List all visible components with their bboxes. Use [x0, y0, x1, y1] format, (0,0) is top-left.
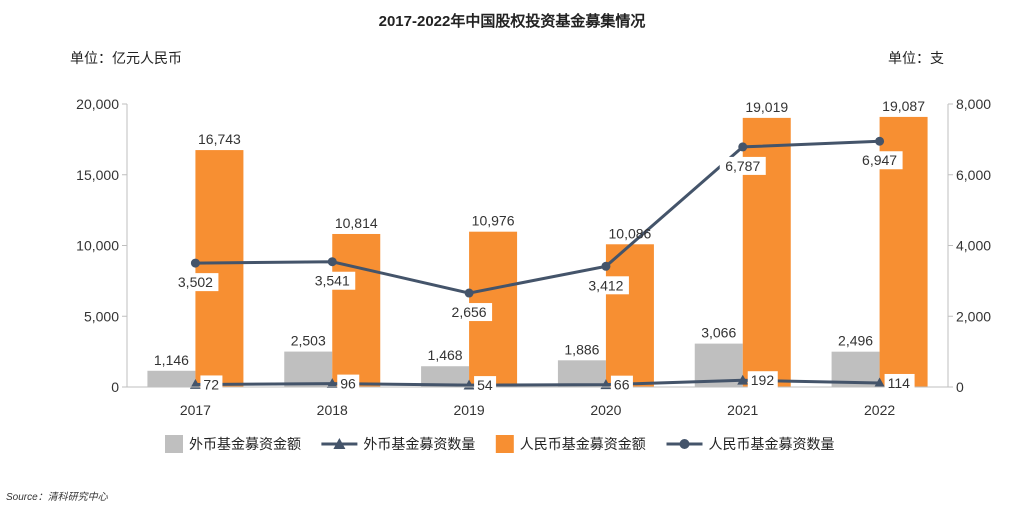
x-tick-label-2017: 2017: [180, 402, 211, 418]
y-right-tick-label: 4,000: [956, 238, 991, 254]
bar-foreign-amount-2019: [421, 366, 470, 387]
label-rmb-amount-2017: 16,743: [198, 131, 241, 147]
label-foreign-count-2020-box: [610, 375, 633, 394]
label-rmb-count-2020: 3,412: [582, 276, 629, 295]
bar-rmb-amount-2020: [605, 244, 654, 387]
label-rmb-amount-2019: 10,976: [472, 213, 515, 229]
label-foreign-amount-2018: 2,503: [291, 333, 326, 349]
x-tick-label-2018: 2018: [317, 402, 348, 418]
point-foreign-count-2018: [326, 378, 338, 389]
label-foreign-count-2017: 72: [200, 375, 223, 394]
legend-label-rmb-amount: 人民币基金募资金额: [520, 436, 646, 452]
y-right-tick-label: 0: [956, 379, 964, 395]
label-foreign-count-2018-box: [337, 374, 360, 393]
label-foreign-count-2022: 114: [884, 373, 915, 392]
label-rmb-count-2020-box: [582, 276, 629, 295]
x-tick-label-2022: 2022: [864, 402, 895, 418]
label-rmb-count-2019-box: [446, 303, 493, 322]
label-foreign-count-2018: 96: [337, 374, 360, 393]
label-foreign-count-2017-box: [200, 375, 223, 394]
label-rmb-count-2022-text: 6,947: [862, 152, 897, 168]
point-rmb-count-2021: [738, 142, 748, 152]
label-foreign-count-2019-box: [474, 376, 497, 395]
x-tick-label-2020: 2020: [590, 402, 621, 418]
label-rmb-count-2019: 2,656: [446, 303, 493, 322]
legend-swatch-rmb-amount: [495, 435, 514, 453]
right-axis-unit: 单位：支: [888, 50, 944, 66]
label-foreign-count-2019: 54: [474, 376, 497, 395]
label-rmb-count-2022: 6,947: [856, 151, 903, 170]
bar-foreign-amount-2020: [557, 360, 606, 387]
label-foreign-amount-2017: 1,146: [154, 352, 189, 368]
line-rmb-count: [195, 139, 880, 295]
label-rmb-count-2017: 3,502: [172, 273, 219, 292]
legend-label-foreign-amount: 外币基金募资金额: [189, 436, 301, 452]
label-rmb-count-2018-text: 3,541: [315, 273, 350, 289]
point-foreign-count-2017: [189, 378, 201, 389]
point-rmb-count-2019: [464, 288, 474, 298]
x-tick-label-2021: 2021: [727, 402, 758, 418]
label-foreign-amount-2021: 3,066: [701, 325, 736, 341]
y-right-tick-label: 6,000: [956, 167, 991, 183]
label-foreign-count-2017-text: 72: [203, 376, 219, 392]
point-rmb-count-2020: [601, 261, 611, 271]
x-tick-label-2019: 2019: [454, 402, 485, 418]
point-rmb-count-2022: [875, 136, 885, 146]
label-rmb-amount-2022: 19,087: [882, 98, 925, 114]
legend-swatch-foreign-amount: [165, 435, 183, 453]
point-rmb-count-2018: [327, 257, 337, 267]
bar-foreign-amount-2018: [284, 351, 333, 387]
y-right-tick-label: 2,000: [956, 308, 991, 324]
label-rmb-count-2018: 3,541: [309, 271, 356, 290]
label-rmb-count-2020-text: 3,412: [588, 277, 623, 293]
y-right-tick-label: 8,000: [956, 96, 991, 112]
label-rmb-amount-2021: 19,019: [745, 99, 788, 115]
y-left-tick-label: 20,000: [76, 96, 119, 112]
label-foreign-count-2021: 192: [747, 371, 778, 390]
label-foreign-count-2020: 66: [610, 375, 633, 394]
y-left-tick-label: 15,000: [76, 167, 119, 183]
label-foreign-amount-2019: 1,468: [428, 347, 463, 363]
label-foreign-count-2020-text: 66: [614, 377, 630, 393]
bar-foreign-amount-2017: [147, 370, 196, 387]
label-foreign-count-2019-text: 54: [477, 377, 493, 393]
legend-marker-rmb-count: [679, 439, 690, 449]
y-left-tick-label: 10,000: [76, 238, 119, 254]
label-rmb-count-2022-box: [856, 151, 903, 170]
labels-layer: 1,146 16,743 2,503 10,814 1,468 10,976 1,886 10…: [154, 98, 925, 395]
label-foreign-count-2021-box: [747, 371, 778, 390]
point-foreign-count-2021: [737, 374, 749, 385]
label-rmb-count-2017-text: 3,502: [178, 274, 213, 290]
label-foreign-count-2022-text: 114: [888, 375, 911, 391]
label-foreign-count-2021-text: 192: [751, 372, 775, 388]
y-left-tick-label: 0: [111, 379, 119, 395]
label-rmb-amount-2020: 10,086: [609, 225, 652, 241]
label-rmb-amount-2018: 10,814: [335, 215, 378, 231]
label-foreign-amount-2022: 2,496: [838, 333, 873, 349]
legend: 外币基金募资金额 外币基金募资数量 人民币基金募资金额 人民币基金募资数量: [165, 435, 835, 453]
bars-layer: [147, 116, 928, 388]
label-rmb-count-2018-box: [309, 271, 356, 290]
y-left-tick-label: 5,000: [84, 308, 119, 324]
label-rmb-count-2019-text: 2,656: [452, 304, 487, 320]
axes-layer: 0 5,000 10,000 15,000 20,000 0 2,000 4,000 6,000…: [76, 96, 991, 418]
label-rmb-count-2017-box: [172, 273, 219, 292]
label-rmb-count-2021: 6,787: [719, 156, 766, 175]
point-rmb-count-2017: [190, 258, 200, 268]
point-foreign-count-2022: [874, 377, 886, 388]
label-rmb-count-2021-text: 6,787: [725, 158, 760, 174]
legend-marker-foreign-count: [333, 438, 346, 449]
legend-label-rmb-count: 人民币基金募资数量: [709, 436, 835, 452]
label-foreign-amount-2020: 1,886: [564, 341, 599, 357]
chart-title: 2017-2022年中国股权投资基金募集情况: [378, 13, 646, 30]
left-axis-unit: 单位：亿元人民币: [70, 50, 182, 66]
bar-rmb-amount-2018: [332, 233, 381, 387]
bar-rmb-amount-2017: [195, 150, 244, 387]
label-foreign-count-2018-text: 96: [340, 376, 356, 392]
label-rmb-count-2021-box: [719, 156, 766, 175]
source-note: Source：清科研究中心: [6, 492, 108, 503]
legend-label-foreign-count: 外币基金募资数量: [363, 436, 475, 452]
label-foreign-count-2022-box: [884, 373, 915, 392]
